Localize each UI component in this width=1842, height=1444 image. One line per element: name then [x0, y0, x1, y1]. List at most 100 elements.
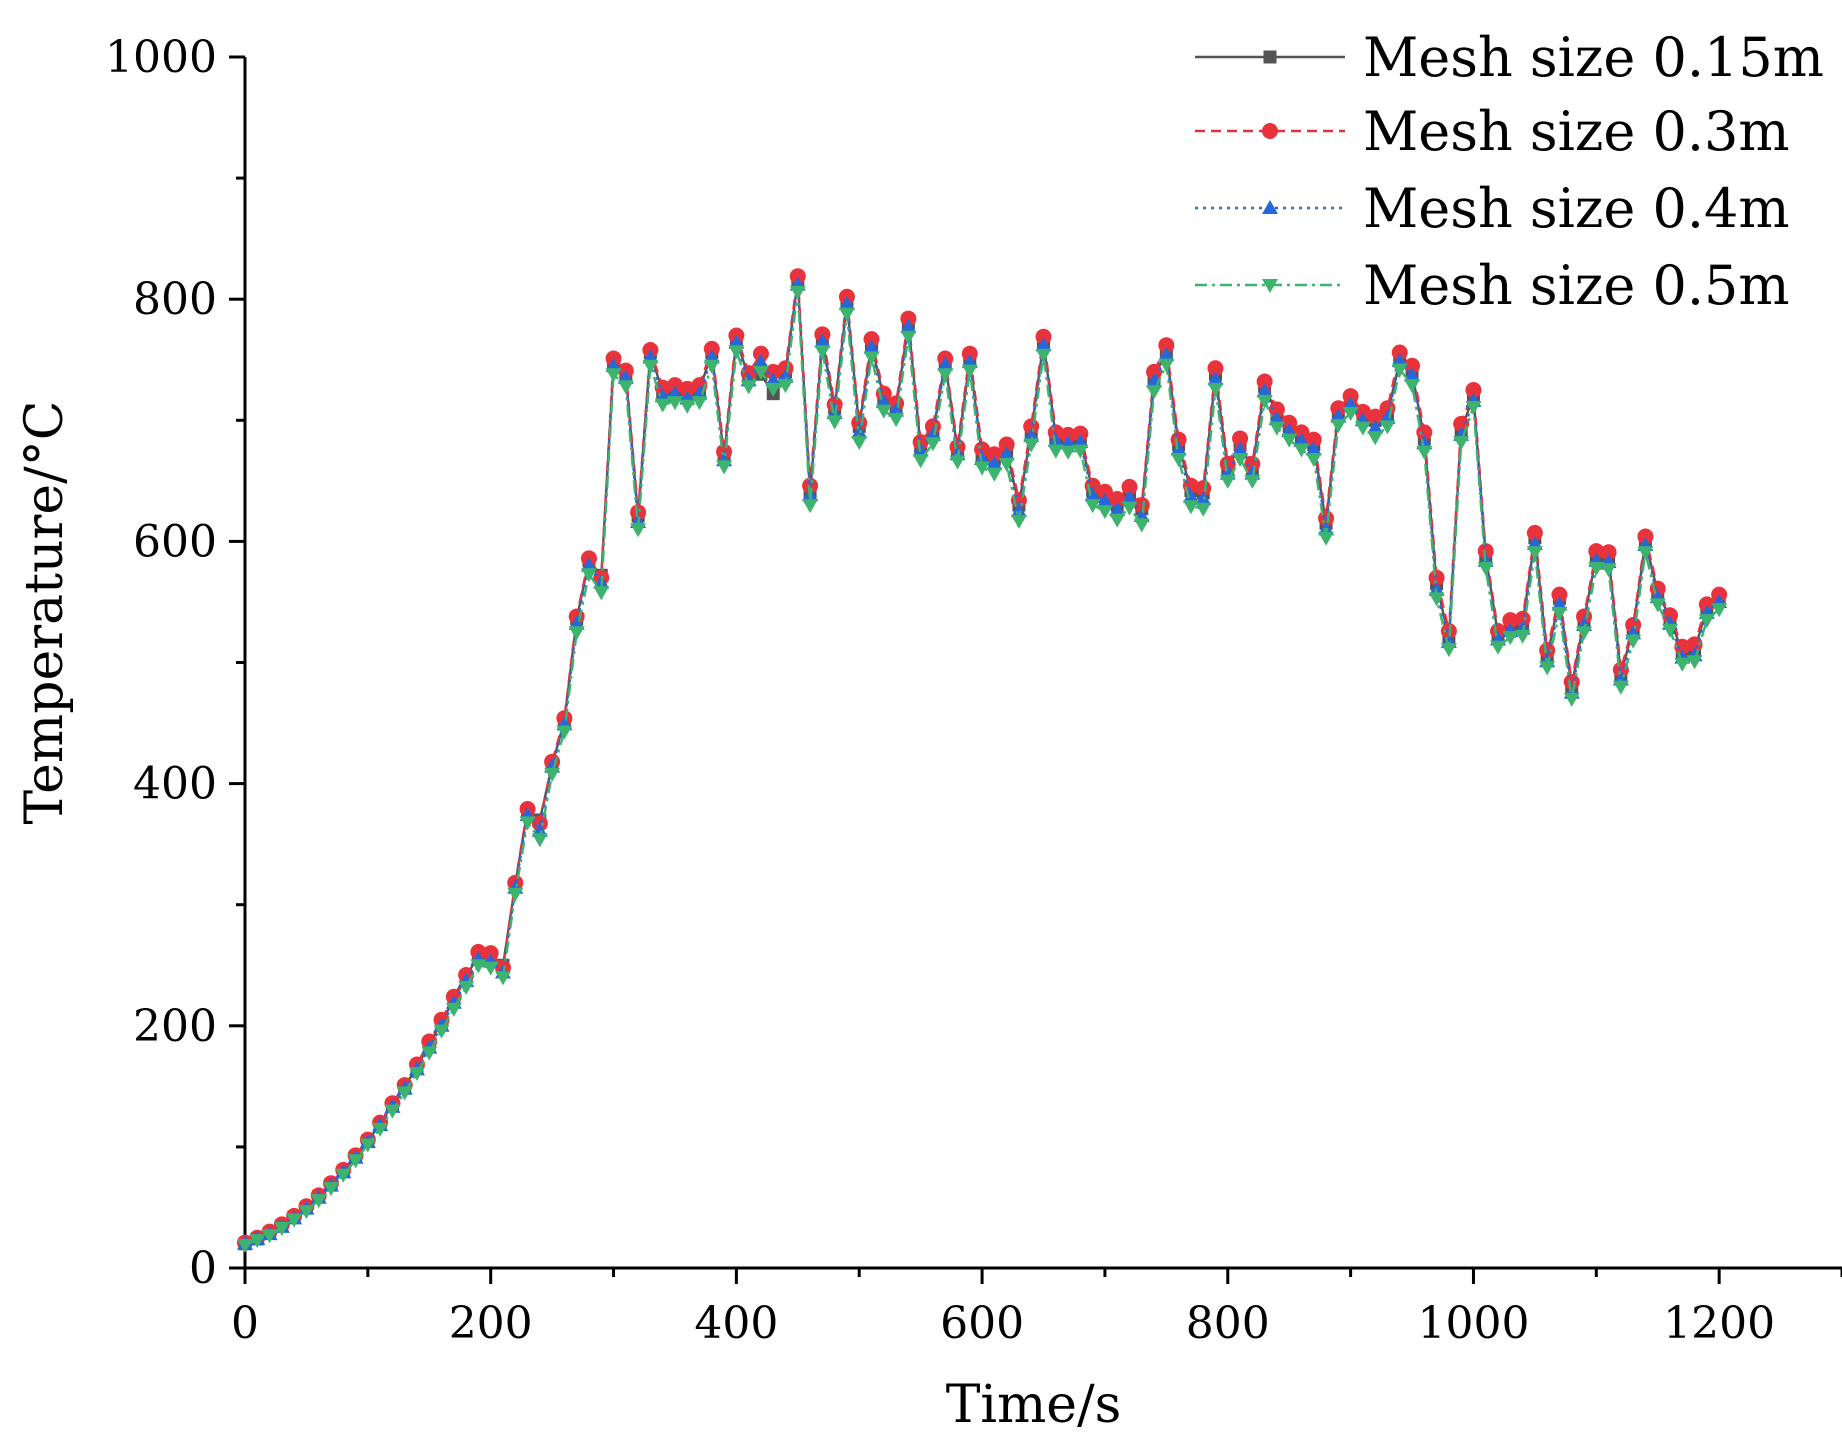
data-point — [1514, 629, 1531, 644]
data-point — [666, 396, 683, 411]
data-point — [998, 436, 1015, 453]
data-point — [1551, 586, 1568, 603]
data-point — [1256, 383, 1273, 398]
data-point — [1477, 543, 1494, 560]
data-point — [1182, 488, 1199, 503]
data-point — [1219, 455, 1236, 472]
data-point — [961, 345, 978, 362]
series-line — [244, 284, 1720, 1245]
data-point — [1060, 426, 1077, 443]
data-point — [286, 1213, 303, 1228]
data-point — [875, 404, 892, 419]
data-point — [1256, 394, 1273, 409]
data-point — [1170, 453, 1187, 468]
data-point — [838, 296, 855, 311]
data-point — [568, 626, 585, 641]
data-point — [237, 1238, 253, 1253]
y-tick-label: 800 — [133, 274, 217, 325]
y-tick-label: 600 — [133, 516, 217, 567]
data-point — [1158, 358, 1175, 373]
data-point — [1674, 638, 1691, 655]
data-point — [1010, 503, 1027, 518]
data-point — [1293, 443, 1310, 458]
data-point — [1170, 441, 1187, 456]
data-point — [1354, 403, 1371, 420]
data-point — [765, 382, 782, 397]
legend-marker — [1262, 279, 1278, 293]
data-point — [482, 945, 499, 962]
data-point — [1502, 631, 1519, 646]
data-point — [789, 268, 806, 285]
data-point — [1588, 543, 1605, 560]
legend-item: Mesh size 0.15m — [1195, 26, 1824, 89]
data-point — [1662, 623, 1679, 638]
series-2 — [237, 268, 1728, 1251]
legend-marker — [1262, 200, 1278, 214]
data-point — [249, 1234, 266, 1249]
data-point — [826, 415, 843, 430]
data-point — [961, 364, 978, 379]
data-point — [802, 499, 819, 514]
data-point — [605, 368, 622, 383]
data-point — [1391, 363, 1408, 378]
data-point — [752, 365, 769, 380]
series-layer — [237, 268, 1728, 1253]
data-point — [1268, 421, 1285, 436]
data-point — [372, 1122, 389, 1137]
data-point — [1526, 546, 1543, 561]
data-point — [1232, 441, 1249, 456]
data-point — [838, 307, 855, 322]
data-point — [937, 368, 954, 383]
data-point — [1563, 692, 1580, 707]
data-point — [1600, 563, 1617, 578]
data-point — [912, 434, 929, 451]
legend-marker — [1262, 123, 1278, 139]
data-point — [1207, 360, 1224, 377]
data-point — [1367, 408, 1384, 425]
series-3 — [237, 276, 1728, 1250]
data-point — [1219, 474, 1236, 489]
data-point — [310, 1194, 327, 1209]
y-tick-label: 200 — [133, 1001, 217, 1052]
legend-item: Mesh size 0.5m — [1195, 254, 1790, 317]
data-point — [470, 959, 487, 974]
legend-label: Mesh size 0.4m — [1363, 177, 1790, 240]
data-point — [593, 586, 610, 601]
data-point — [1612, 680, 1629, 695]
data-point — [703, 359, 720, 374]
data-point — [261, 1229, 278, 1244]
data-point — [1096, 483, 1113, 500]
data-point — [1133, 518, 1150, 533]
data-point — [974, 441, 991, 458]
data-point — [1121, 489, 1138, 504]
legend-item: Mesh size 0.4m — [1195, 177, 1790, 240]
data-point — [851, 424, 868, 439]
data-point — [1674, 657, 1691, 672]
data-point — [1305, 441, 1322, 456]
data-point — [1465, 400, 1482, 415]
data-point — [1207, 371, 1224, 386]
data-point — [1551, 606, 1568, 621]
data-point — [1477, 562, 1494, 577]
y-axis-title: Temperature/°C — [15, 401, 75, 825]
y-tick-label: 1000 — [105, 32, 217, 83]
data-point — [900, 310, 917, 327]
series-1 — [238, 274, 1726, 1251]
data-point — [998, 446, 1015, 461]
data-point — [519, 816, 536, 831]
data-point — [1146, 385, 1163, 400]
data-point — [421, 1046, 438, 1061]
x-tick-label: 1200 — [1663, 1298, 1775, 1349]
data-point — [1133, 497, 1150, 514]
data-point — [1342, 388, 1359, 405]
series-line — [244, 291, 1720, 1247]
data-point — [1305, 431, 1322, 448]
data-point — [1465, 382, 1482, 399]
data-point — [1625, 616, 1642, 633]
series-4 — [237, 285, 1728, 1253]
data-point — [642, 359, 659, 374]
data-point — [1084, 499, 1101, 514]
data-point — [1539, 661, 1556, 676]
data-point — [1158, 337, 1175, 354]
data-point — [1514, 610, 1531, 627]
